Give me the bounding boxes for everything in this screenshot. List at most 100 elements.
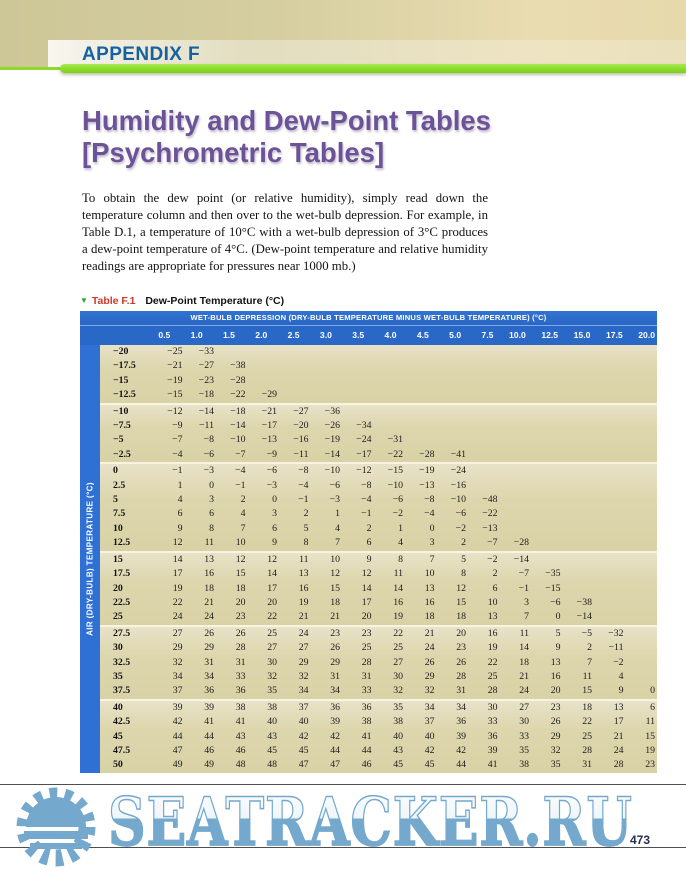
dew-point-cell: 18 [519, 656, 529, 668]
row-temp-label: 12.5 [113, 537, 131, 549]
dew-point-cell [437, 359, 469, 373]
dew-point-cell: 27 [519, 701, 529, 713]
dew-point-cell [531, 522, 563, 536]
dew-point-cell: 16 [393, 596, 403, 608]
dew-point-cell: 17 [613, 716, 624, 728]
divider-rule-top [0, 784, 686, 785]
dew-point-cell [594, 582, 626, 596]
dew-point-cell: 19 [645, 744, 655, 756]
dew-point-cell [405, 433, 437, 447]
dew-point-cell [342, 405, 374, 419]
column-header: 4.5 [416, 330, 429, 340]
dew-point-cell [626, 596, 658, 610]
dew-point-cell: 26 [424, 656, 435, 668]
dew-point-cell [437, 433, 469, 447]
watermark-text: SEATRACKER.RU [107, 783, 633, 861]
dew-point-cell: 14 [361, 582, 372, 594]
dew-point-cell: 4 [335, 522, 340, 534]
dew-point-cell: −41 [450, 448, 466, 460]
dew-point-cell: 41 [361, 730, 372, 742]
dew-point-cell: −19 [167, 374, 183, 386]
dew-point-cell: −13 [419, 479, 435, 491]
dew-point-cell [594, 405, 626, 419]
dew-point-cell: 31 [235, 656, 246, 668]
dew-point-cell: −14 [513, 553, 529, 565]
dew-point-cell [248, 359, 280, 373]
dew-point-cell: 19 [393, 611, 403, 623]
row-temp-label: 10 [113, 522, 123, 534]
dew-point-cell [563, 345, 595, 359]
dew-point-cell: 32 [424, 685, 435, 697]
dew-point-cell: −22 [482, 508, 498, 520]
dew-point-cell: −21 [261, 405, 277, 417]
dew-point-cell: 44 [456, 759, 466, 771]
dew-point-cell: −3 [329, 494, 340, 506]
dew-point-cell: −38 [576, 596, 592, 608]
dew-point-cell: 38 [235, 701, 246, 713]
dew-point-cell: 19 [487, 642, 498, 654]
dew-point-cell [468, 374, 500, 388]
dew-point-cell: 36 [361, 701, 372, 713]
dew-point-cell [626, 345, 658, 359]
dew-point-cell: 15 [235, 568, 246, 580]
dew-point-cell [531, 479, 563, 493]
dew-point-cell: −22 [230, 389, 246, 401]
dew-point-cell: −6 [455, 508, 466, 520]
column-header: 2.0 [255, 330, 268, 340]
dew-point-cell [531, 374, 563, 388]
dew-point-cell [374, 388, 406, 402]
dew-point-cell: −6 [550, 596, 561, 608]
dew-point-cell: 25 [393, 642, 403, 654]
dew-point-cell: 40 [298, 716, 309, 728]
dew-point-cell [279, 359, 311, 373]
dew-point-cell: 28 [487, 685, 498, 697]
row-temp-label: −7.5 [113, 420, 131, 432]
dew-point-cell: 43 [235, 730, 246, 742]
dew-point-cell: −10 [387, 479, 403, 491]
dew-point-cell: 29 [172, 642, 183, 654]
dew-point-cell: 5 [303, 522, 309, 534]
dew-point-cell: 14 [393, 582, 403, 594]
dew-point-cell [563, 479, 595, 493]
dew-point-cell: 2 [366, 522, 372, 534]
dew-point-cell: 24 [172, 611, 183, 623]
dew-point-cell: 37 [424, 716, 435, 728]
table-row: −10 −12 −14 −18 −21 −27 −36 [100, 405, 657, 419]
dew-point-cell: 46 [204, 744, 214, 756]
dew-point-cell: 19 [298, 596, 309, 608]
dew-point-cell: 36 [487, 730, 498, 742]
page-title-line1: Humidity and Dew-Point Tables [82, 105, 491, 136]
column-header: 7.5 [481, 330, 494, 340]
dew-point-cell: 22 [487, 656, 498, 668]
dew-point-cell: 43 [393, 744, 403, 756]
dew-point-cell [594, 553, 626, 567]
dew-point-cell: −11 [293, 448, 309, 460]
table-row: 10 9 8 7 6 5 4 2 1 0 −2 −13 [100, 522, 657, 536]
dew-point-cell: 18 [330, 596, 340, 608]
dew-point-cell: 32 [267, 670, 277, 682]
table-row: 42.5 42 41 41 40 40 39 38 38 37 36 33 30 26 22 17 11 [100, 715, 657, 729]
row-temp-label: 5 [113, 494, 118, 506]
row-temp-label: 15 [113, 553, 123, 565]
dew-point-cell: −9 [266, 448, 277, 460]
table-row: 37.5 37 36 36 35 34 34 33 32 32 31 28 24 20 15 9 0 [100, 684, 657, 698]
column-header: 1.0 [190, 330, 203, 340]
dew-point-cell: −14 [324, 448, 340, 460]
dew-point-cell: 5 [461, 553, 466, 565]
dew-point-cell [626, 464, 658, 478]
table-row: −7.5 −9 −11 −14 −17 −20 −26 −34 [100, 419, 657, 433]
dew-point-cell [594, 359, 626, 373]
dew-point-cell [468, 345, 500, 359]
dew-point-cell [405, 359, 437, 373]
dew-point-cell: −4 [298, 479, 309, 491]
table-row: 27.5 27 26 26 25 24 23 23 22 21 20 16 11 5 −5 −32 [100, 627, 657, 641]
dew-point-cell: 1 [177, 479, 183, 491]
dew-point-cell: 13 [298, 568, 309, 580]
dew-point-cell: 10 [487, 596, 498, 608]
dew-point-cell: −5 [581, 627, 592, 639]
dew-point-cell: 35 [393, 701, 403, 713]
dew-point-cell: 8 [461, 568, 466, 580]
column-header: 3.0 [319, 330, 332, 340]
dew-point-cell: 11 [645, 716, 655, 728]
row-temp-label: 22.5 [113, 596, 131, 608]
